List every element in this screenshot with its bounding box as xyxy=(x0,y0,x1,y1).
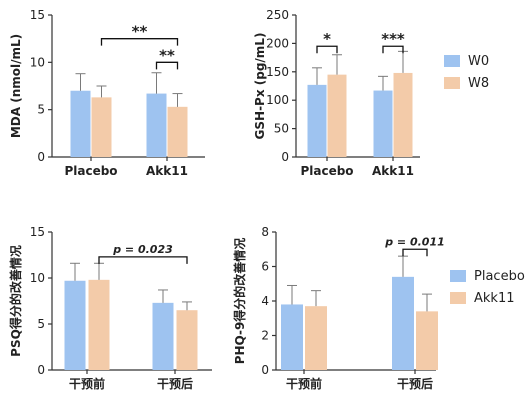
legend-swatch xyxy=(444,77,460,89)
significance-bracket xyxy=(382,45,404,54)
legend-label: W0 xyxy=(468,53,490,69)
bar xyxy=(70,90,91,157)
y-tick-label: 15 xyxy=(30,8,45,22)
bar xyxy=(91,97,112,157)
x-tick-label: 干预前 xyxy=(286,376,322,391)
bar xyxy=(393,72,413,157)
bar xyxy=(146,93,167,157)
legend-bottom: Placebo Akk11 xyxy=(450,265,525,309)
chart-mda: 0 5 10 15 MDA (nmol/mL) Placebo Akk11 ** ** xyxy=(9,8,205,178)
y-axis-title: PSQ得分的改善情况 xyxy=(8,245,23,357)
y-tick-label: 10 xyxy=(30,55,45,69)
y-tick-label: 0 xyxy=(261,363,269,377)
y-tick-label: 0 xyxy=(37,363,45,377)
legend-label: Akk11 xyxy=(474,290,515,306)
y-tick-label: 2 xyxy=(261,329,269,343)
bar xyxy=(307,84,327,157)
y-tick-label: 8 xyxy=(261,225,269,239)
legend-item: W8 xyxy=(444,72,489,94)
bar xyxy=(392,276,414,370)
significance-label: * xyxy=(323,30,331,48)
y-tick-label: 100 xyxy=(266,93,289,107)
x-tick-label: 干预前 xyxy=(69,376,105,391)
y-tick-label: 0 xyxy=(37,150,45,164)
bar xyxy=(152,302,174,370)
y-axis-title: PHQ-9得分的改善情况 xyxy=(232,238,247,365)
bar xyxy=(167,106,188,157)
legend-swatch xyxy=(450,270,466,282)
y-axis-title: MDA (nmol/mL) xyxy=(9,34,23,138)
y-tick-label: 10 xyxy=(30,271,45,285)
bar xyxy=(64,280,86,370)
y-axis-title: GSH-Px (pg/mL) xyxy=(253,33,267,140)
significance-bracket xyxy=(98,256,188,264)
x-tick-label: Akk11 xyxy=(146,164,188,178)
y-tick-label: 150 xyxy=(266,65,289,79)
bar xyxy=(281,304,303,370)
y-tick-label: 200 xyxy=(266,36,289,50)
legend-label: W8 xyxy=(468,75,490,91)
bar xyxy=(88,279,110,370)
bar xyxy=(416,311,438,370)
legend-item: Placebo xyxy=(450,265,525,287)
bar xyxy=(327,74,347,157)
significance-bracket xyxy=(100,38,179,46)
significance-bracket xyxy=(155,61,179,70)
legend-top: W0 W8 xyxy=(444,50,489,94)
y-tick-label: 5 xyxy=(37,103,45,117)
bar xyxy=(373,90,393,157)
x-tick-label: Akk11 xyxy=(372,164,414,178)
y-tick-label: 250 xyxy=(266,8,289,22)
significance-label: p = 0.023 xyxy=(112,243,173,256)
bar xyxy=(176,310,198,370)
y-tick-label: 4 xyxy=(261,294,269,308)
significance-label: p = 0.011 xyxy=(384,235,445,248)
bar xyxy=(305,306,327,370)
legend-swatch xyxy=(444,55,460,67)
significance-bracket xyxy=(316,45,338,54)
x-tick-label: 干预后 xyxy=(157,376,193,391)
significance-label: ** xyxy=(132,23,148,41)
legend-label: Placebo xyxy=(474,268,525,284)
significance-bracket xyxy=(402,248,428,257)
significance-label: *** xyxy=(381,30,405,48)
y-tick-label: 0 xyxy=(281,150,289,164)
legend-swatch xyxy=(450,292,466,304)
legend-item: Akk11 xyxy=(450,287,525,309)
y-tick-label: 5 xyxy=(37,317,45,331)
significance-label: ** xyxy=(159,46,175,64)
y-tick-label: 6 xyxy=(261,260,269,274)
y-tick-label: 15 xyxy=(30,225,45,239)
y-tick-label: 50 xyxy=(274,122,289,136)
legend-item: W0 xyxy=(444,50,489,72)
x-tick-label: 干预后 xyxy=(397,376,433,391)
chart-gsh: 0 50 100 150 200 250 GSH-Px (pg/mL) Placebo Akk1… xyxy=(253,8,420,178)
x-tick-label: Placebo xyxy=(64,164,117,178)
x-tick-label: Placebo xyxy=(300,164,353,178)
